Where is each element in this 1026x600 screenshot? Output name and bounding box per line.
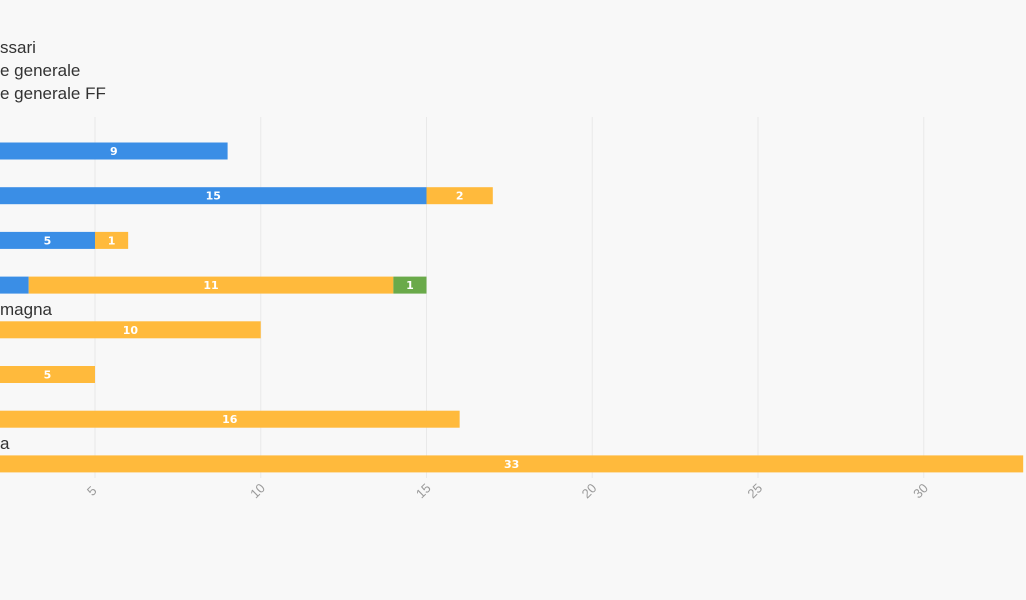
category-label: a [0, 434, 10, 453]
x-tick-label: 10 [247, 480, 268, 501]
legend-entry: e generale FF [0, 84, 106, 103]
x-tick-label: 30 [910, 480, 931, 501]
x-tick-label: 15 [413, 480, 434, 501]
legend-entry: e generale [0, 61, 80, 80]
bar-segment [0, 455, 1024, 473]
bar-segment [0, 276, 29, 294]
bar-segment [0, 321, 261, 339]
bar-segment [0, 231, 95, 249]
data-label: 9 [110, 145, 118, 158]
data-label: 5 [44, 369, 52, 382]
data-label: 10 [123, 324, 139, 337]
data-label: 5 [44, 234, 52, 247]
x-axis-ticks: 5 10 15 20 25 30 [84, 480, 931, 501]
data-label: 1 [108, 234, 116, 247]
data-label: 2 [456, 190, 464, 203]
x-tick-label: 25 [744, 480, 765, 501]
bar-segment [0, 366, 95, 383]
legend-entry: ssari [0, 38, 36, 57]
bar-segment [393, 276, 427, 294]
bar-segment [95, 231, 129, 249]
bar-segment [28, 276, 394, 294]
bar-segment [0, 142, 228, 160]
bar-segment [0, 187, 427, 205]
category-label: magna [0, 300, 53, 319]
category-labels: magna a [0, 300, 53, 453]
data-label: 15 [206, 190, 221, 203]
data-label: 11 [203, 279, 218, 292]
bar-segment [426, 187, 493, 205]
x-tick-label: 20 [579, 480, 600, 501]
legend: ssari e generale e generale FF [0, 38, 106, 103]
data-label: 16 [222, 413, 238, 426]
x-tick-label: 5 [84, 483, 100, 499]
data-label: 33 [504, 458, 519, 471]
bar-segment [0, 410, 460, 428]
data-label: 1 [406, 279, 414, 292]
